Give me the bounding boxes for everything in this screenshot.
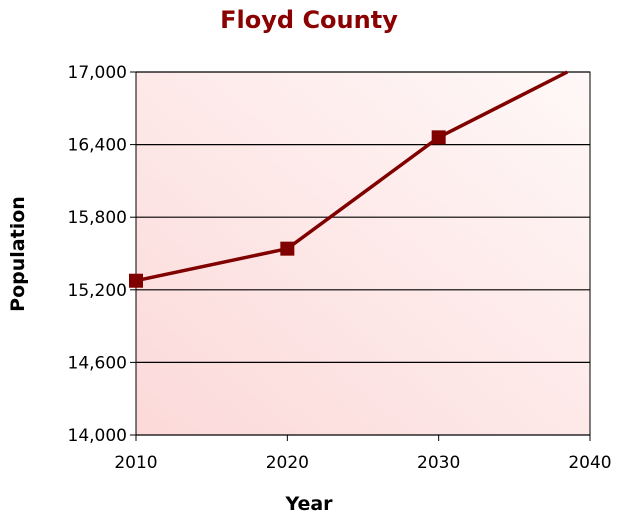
x-tick-label: 2010 bbox=[114, 453, 157, 473]
y-axis-title: Population bbox=[7, 196, 29, 312]
chart-title: Floyd County bbox=[220, 6, 398, 34]
y-tick-label: 15,200 bbox=[68, 281, 127, 301]
y-tick-label: 17,000 bbox=[68, 63, 127, 83]
x-axis: 2010 2020 2030 2040 bbox=[114, 435, 612, 473]
series-line bbox=[135, 70, 569, 283]
x-tick-label: 2020 bbox=[266, 453, 309, 473]
data-point-marker bbox=[129, 273, 143, 288]
y-axis: 14,000 14,600 15,200 15,800 16,400 17,000 bbox=[68, 63, 136, 446]
x-axis-title: Year bbox=[284, 493, 333, 515]
y-tick-label: 15,800 bbox=[68, 208, 127, 228]
series-layer bbox=[129, 70, 569, 288]
data-point-marker bbox=[280, 241, 295, 256]
y-tick-label: 14,000 bbox=[68, 426, 127, 446]
y-tick-label: 14,600 bbox=[68, 353, 127, 373]
x-tick-label: 2030 bbox=[417, 453, 460, 473]
data-point-marker bbox=[431, 130, 446, 145]
plot-frame bbox=[135, 71, 591, 436]
plot-area bbox=[136, 72, 590, 435]
x-tick-label: 2040 bbox=[568, 453, 611, 473]
y-tick-label: 16,400 bbox=[68, 136, 127, 156]
